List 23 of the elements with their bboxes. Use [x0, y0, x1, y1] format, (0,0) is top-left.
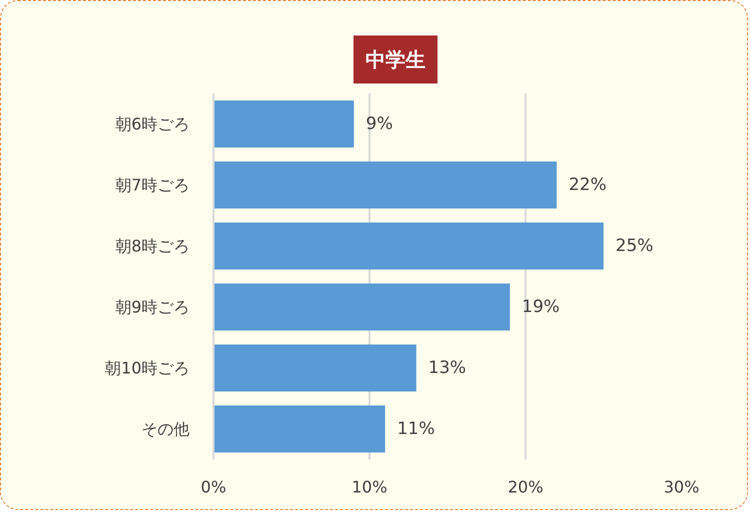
data-label: 11%	[397, 419, 435, 439]
data-label: 9%	[366, 114, 393, 134]
x-tick-label: 30%	[664, 478, 700, 496]
bar	[214, 222, 604, 270]
bar	[214, 162, 557, 208]
y-tick-label: 朝7時ごろ	[115, 176, 190, 194]
x-tick-label: 10%	[352, 478, 388, 496]
y-tick-label: 朝10時ごろ	[105, 358, 190, 378]
y-tick-label: 朝6時ごろ	[115, 114, 190, 134]
data-label: 13%	[428, 358, 466, 378]
bar	[214, 406, 386, 452]
data-label: 25%	[616, 236, 654, 256]
data-label: 19%	[522, 297, 560, 317]
bar	[214, 284, 510, 330]
x-tick-label: 0%	[200, 478, 226, 496]
y-tick-label: その他	[142, 420, 190, 438]
data-label: 22%	[568, 175, 606, 195]
bar	[214, 100, 354, 148]
y-tick-label: 朝8時ごろ	[115, 236, 190, 256]
x-tick-label: 20%	[508, 478, 544, 496]
y-tick-label: 朝9時ごろ	[115, 298, 190, 316]
bar	[214, 344, 416, 392]
chart-title: 中学生	[366, 48, 426, 72]
